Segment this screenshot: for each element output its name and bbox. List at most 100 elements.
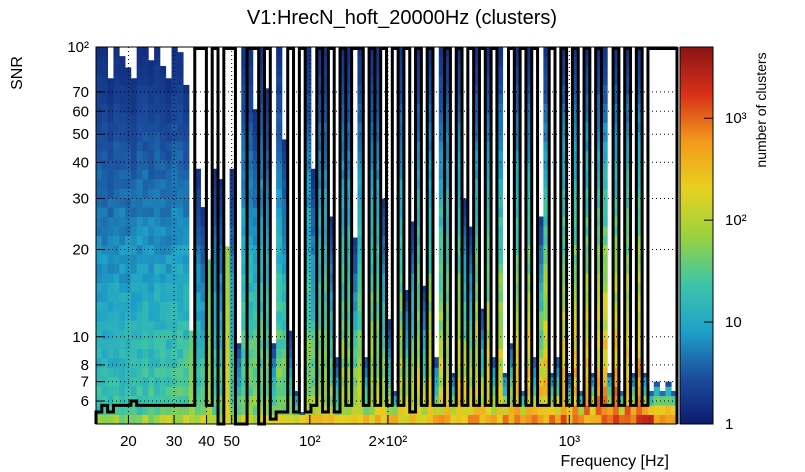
heatmap-cell — [212, 320, 219, 331]
heatmap-cell — [456, 414, 463, 424]
heatmap-cell — [322, 358, 329, 368]
heatmap-cell — [270, 395, 277, 406]
heatmap-cell — [183, 282, 190, 293]
heatmap-cell — [427, 376, 434, 387]
heatmap-cell — [101, 329, 109, 340]
heatmap-cell — [96, 216, 103, 227]
heatmap-cell — [241, 329, 248, 340]
heatmap-cell — [142, 188, 149, 199]
heatmap-cell — [276, 282, 283, 293]
heatmap-cell — [624, 226, 631, 236]
heatmap-cell — [159, 263, 167, 274]
heatmap-cell — [398, 56, 405, 67]
heatmap-cell — [525, 244, 533, 255]
heatmap-cell — [636, 310, 643, 321]
heatmap-cell — [264, 320, 271, 331]
heatmap-cell — [276, 207, 283, 218]
heatmap-cell — [572, 376, 579, 387]
heatmap-cell — [450, 405, 457, 415]
heatmap-cell — [154, 178, 161, 189]
heatmap-cell — [113, 348, 120, 359]
heatmap-cell — [386, 329, 393, 340]
heatmap-cell — [276, 197, 283, 208]
heatmap-cell — [142, 320, 149, 331]
heatmap-cell — [624, 65, 631, 76]
heatmap-cell — [159, 282, 167, 293]
heatmap-cell — [601, 94, 608, 104]
heatmap-cell — [188, 348, 196, 359]
heatmap-cell — [369, 188, 376, 199]
heatmap-cell — [380, 216, 387, 227]
heatmap-cell — [572, 150, 579, 161]
heatmap-cell — [369, 301, 376, 312]
heatmap-cell — [421, 339, 428, 349]
heatmap-cell — [229, 414, 236, 424]
heatmap-cell — [183, 178, 190, 189]
heatmap-cell — [456, 320, 463, 331]
heatmap-cell — [409, 386, 416, 397]
heatmap-cell — [398, 178, 405, 189]
heatmap-cell — [125, 112, 132, 123]
heatmap-cell — [322, 188, 329, 199]
heatmap-cell — [618, 414, 626, 424]
heatmap-cell — [398, 207, 405, 218]
heatmap-cell — [549, 386, 556, 397]
heatmap-cell — [276, 178, 283, 189]
heatmap-cell — [113, 141, 120, 152]
heatmap-cell — [171, 226, 178, 236]
heatmap-cell — [514, 56, 521, 67]
heatmap-cell — [525, 47, 533, 57]
heatmap-cell — [113, 131, 120, 142]
heatmap-cell — [438, 75, 445, 86]
heatmap-cell — [183, 207, 190, 218]
heatmap-cell — [560, 386, 568, 397]
heatmap-cell — [119, 235, 126, 246]
colorbar — [679, 46, 714, 425]
heatmap-cell — [624, 141, 631, 152]
heatmap-cell — [607, 395, 614, 406]
heatmap-cell — [514, 310, 521, 321]
heatmap-cell — [607, 376, 614, 387]
heatmap-cell — [496, 244, 504, 255]
heatmap-cell — [252, 395, 260, 406]
heatmap-cell — [159, 141, 167, 152]
heatmap-cell — [130, 216, 138, 227]
heatmap-cell — [305, 65, 312, 76]
heatmap-cell — [665, 414, 672, 424]
heatmap-cell — [281, 301, 289, 312]
heatmap-cell — [496, 395, 504, 406]
heatmap-cell — [357, 226, 364, 236]
heatmap-cell — [229, 405, 236, 415]
heatmap-cell — [525, 310, 533, 321]
heatmap-cell — [462, 376, 469, 387]
heatmap-cell — [444, 160, 451, 170]
heatmap-cell — [107, 112, 114, 123]
heatmap-cell — [183, 310, 190, 321]
heatmap-cell — [467, 329, 475, 340]
heatmap-cell — [183, 386, 190, 397]
heatmap-cell — [403, 329, 411, 340]
heatmap-cell — [183, 367, 190, 378]
heatmap-cell — [543, 150, 550, 161]
heatmap-cell — [351, 273, 358, 284]
heatmap-cell — [252, 160, 260, 170]
heatmap-cell — [107, 329, 114, 340]
heatmap-cell — [154, 160, 161, 170]
heatmap-cell — [485, 263, 492, 274]
heatmap-cell — [345, 169, 353, 180]
heatmap-cell — [456, 47, 463, 57]
heatmap-cell — [444, 84, 451, 95]
heatmap-cell — [369, 405, 376, 415]
heatmap-cell — [177, 339, 184, 349]
heatmap-cell — [613, 414, 620, 424]
heatmap-cell — [636, 329, 643, 340]
heatmap-cell — [322, 282, 329, 293]
heatmap-cell — [241, 320, 248, 331]
heatmap-cell — [467, 244, 475, 255]
heatmap-cell — [444, 301, 451, 312]
heatmap-cell — [305, 47, 312, 57]
heatmap-cell — [415, 263, 422, 274]
heatmap-cell — [369, 348, 376, 359]
heatmap-cell — [479, 367, 486, 378]
heatmap-cell — [340, 65, 347, 76]
